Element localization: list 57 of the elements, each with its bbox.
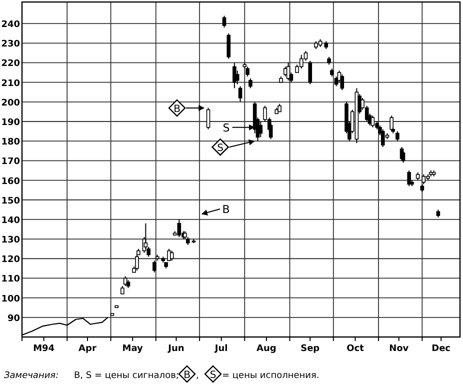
y-tick-label: 220 [1, 59, 20, 70]
y-tick-label: 110 [1, 274, 20, 285]
y-tick-label: 150 [1, 196, 20, 206]
candlestick [380, 128, 385, 148]
y-tick-label: 160 [1, 176, 20, 187]
x-tick-label: Sep [300, 344, 320, 354]
candlestick [238, 86, 242, 102]
y-tick-label: 210 [1, 78, 20, 89]
y-tick-label: 230 [1, 40, 20, 50]
y-tick-label: 190 [1, 118, 20, 128]
text: B [184, 370, 191, 381]
candlestick [407, 170, 411, 187]
candlestick [258, 121, 263, 138]
x-tick-label: Jul [214, 344, 228, 354]
annotation: S [217, 143, 224, 154]
y-tick-label: 170 [1, 157, 20, 168]
candlestick [235, 70, 240, 85]
x-tick-label: M94 [33, 344, 55, 354]
y-tick-label: 90 [7, 314, 20, 324]
x-tick-label: Oct [346, 344, 365, 354]
candlestick [177, 218, 182, 238]
candlestick [248, 78, 252, 89]
candlestick [286, 62, 290, 81]
candlestick [226, 32, 231, 60]
candlestick [222, 15, 226, 28]
annotation: B [174, 104, 181, 115]
x-tick-label: Apr [78, 344, 97, 354]
x-tick-label: Dec [432, 344, 451, 354]
text: B, S = цены сигналов; [74, 371, 179, 381]
y-tick-label: 100 [1, 294, 20, 304]
x-tick-label: Aug [256, 344, 276, 354]
annotation: S [222, 121, 230, 134]
candlestick [308, 60, 312, 85]
candlestick [390, 115, 394, 132]
candlestick [232, 62, 236, 89]
candlestick [370, 115, 375, 128]
y-tick-label: 240 [1, 20, 20, 30]
candlestick [246, 66, 250, 77]
y-tick-label: 140 [1, 216, 20, 226]
x-tick-label: May [122, 344, 144, 354]
text: , [196, 371, 199, 381]
candlestick [206, 107, 210, 130]
text: S [210, 370, 216, 381]
candlestick [170, 250, 174, 262]
candlestick [152, 260, 156, 273]
y-tick-label: 200 [1, 98, 20, 108]
y-tick-label: 130 [1, 236, 20, 246]
x-tick-label: Jun [167, 344, 184, 354]
text: Замечания: [4, 371, 59, 381]
candlestick [396, 130, 400, 142]
x-tick-label: Nov [389, 344, 409, 354]
y-tick-label: 120 [1, 255, 20, 266]
candlestick [340, 74, 344, 91]
y-tick-label: 180 [1, 138, 20, 148]
candlestick [299, 54, 304, 70]
annotation: B [222, 203, 230, 216]
text: = цены исполнения. [222, 371, 320, 381]
